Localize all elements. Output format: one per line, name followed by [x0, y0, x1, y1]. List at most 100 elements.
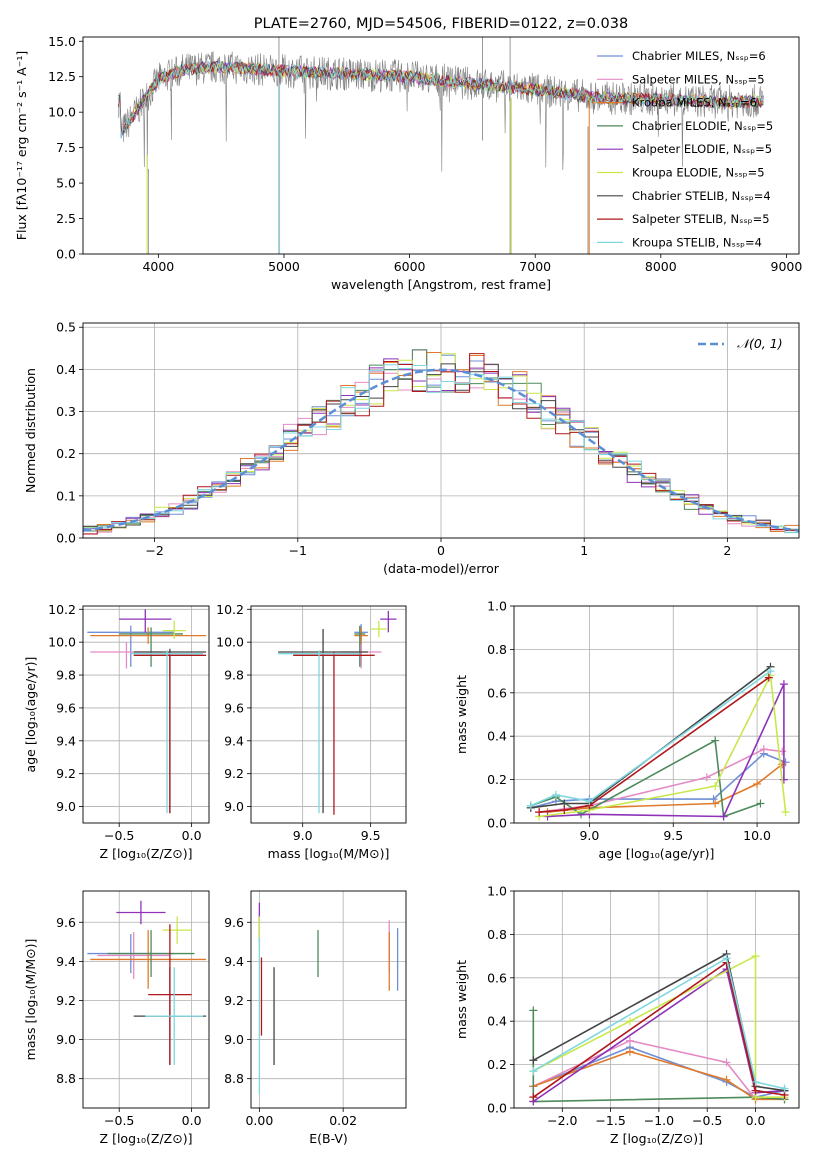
panel-7: −2.0 −1.5 −1.0 −0.5 0.0 0.0 0.2 0.4 0.6 0.8 1.0 Z [… — [454, 884, 800, 1146]
y-tick-label: 9.2 — [56, 766, 76, 781]
weight-series-8 — [530, 670, 771, 807]
y-tick-label: 9.6 — [224, 915, 244, 930]
y-tick-label: 0.4 — [487, 729, 507, 744]
x-tick-label: 10.0 — [743, 828, 771, 843]
axes-frame — [513, 605, 800, 824]
y-tick-label: 9.6 — [56, 915, 76, 930]
legend-label-gaussian: 𝒩(0, 1) — [737, 336, 783, 351]
weight-marker — [535, 808, 544, 817]
weight-marker — [529, 1067, 538, 1076]
y-tick-label: 2.5 — [56, 211, 76, 226]
y-tick-label: 8.8 — [224, 1071, 244, 1086]
weight-marker — [781, 808, 790, 817]
y-tick-label: 5.0 — [56, 176, 76, 191]
legend-label-6: Chabrier STELIB, Nₛₛₚ=4 — [632, 189, 771, 203]
x-tick-label: 7000 — [519, 259, 551, 274]
weight-marker — [526, 801, 535, 810]
y-tick-label: 9.2 — [224, 766, 244, 781]
weight-marker — [751, 1077, 760, 1086]
y-tick-label: 15.0 — [48, 34, 76, 49]
y-tick-label: 1.0 — [487, 884, 507, 899]
y-tick-label: 9.2 — [224, 993, 244, 1008]
x-tick-label: 0.02 — [329, 1113, 357, 1128]
histogram-series-8 — [83, 364, 799, 534]
weight-marker — [625, 1036, 634, 1045]
weight-series-8 — [532, 957, 785, 1090]
x-tick-label: −2 — [145, 543, 163, 558]
y-tick-label: 0.6 — [487, 685, 507, 700]
y-tick-label: 0.4 — [487, 1014, 507, 1029]
x-tick-label: 8000 — [645, 259, 677, 274]
model-line-5 — [117, 61, 764, 132]
weight-marker — [722, 954, 731, 963]
panel-2: −0.5 0.0 9.0 9.2 9.4 9.6 9.8 10.0 10.2 Z [log₁₀(Z… — [23, 602, 210, 861]
y-tick-label: 9.2 — [56, 993, 76, 1008]
x-tick-label: 9.5 — [361, 828, 381, 843]
weight-marker — [759, 745, 768, 754]
x-axis-label: mass [log₁₀(M/M⊙)] — [268, 846, 390, 861]
y-tick-label: 9.0 — [224, 1032, 244, 1047]
y-tick-label: 0.3 — [56, 404, 76, 419]
weight-marker — [711, 782, 720, 791]
legend-label-0: Chabrier MILES, Nₛₛₚ=6 — [632, 49, 766, 63]
weight-marker — [711, 799, 720, 808]
y-tick-label: 0.0 — [487, 816, 507, 831]
weight-marker — [560, 805, 569, 814]
y-tick-label: 0.0 — [56, 247, 76, 262]
legend-label-1: Salpeter MILES, Nₛₛₚ=5 — [632, 72, 765, 86]
axes-frame — [82, 36, 800, 255]
weight-series-0 — [530, 752, 786, 809]
weight-marker — [551, 790, 560, 799]
x-tick-label: −1.5 — [595, 1113, 625, 1128]
y-tick-label: 9.4 — [224, 954, 244, 969]
x-tick-label: 9.0 — [579, 828, 599, 843]
y-tick-label: 9.6 — [56, 700, 76, 715]
weight-marker — [764, 673, 773, 682]
y-tick-label: 10.0 — [216, 635, 244, 650]
y-tick-label: 0.6 — [487, 970, 507, 985]
y-tick-label: 0.1 — [56, 488, 76, 503]
y-axis-label: mass weight — [454, 960, 469, 1039]
y-tick-label: 10.2 — [216, 602, 244, 617]
panel-3: 9.0 9.5 9.0 9.2 9.4 9.6 9.8 10.0 10.2 mass [log₁₀… — [216, 602, 407, 861]
axes-frame — [250, 890, 407, 1109]
y-tick-label: 9.4 — [56, 954, 76, 969]
y-axis-label: mass [log₁₀(M/M⊙)] — [23, 939, 38, 1061]
weight-series-3 — [530, 739, 761, 818]
x-axis-label: E(B-V) — [309, 1131, 348, 1146]
x-tick-label: 9.5 — [663, 828, 683, 843]
y-axis-label: age [log₁₀(age/yr)] — [23, 657, 38, 773]
y-tick-label: 1.0 — [487, 599, 507, 614]
weight-marker — [711, 736, 720, 745]
weight-marker — [585, 797, 594, 806]
y-tick-label: 0.2 — [56, 446, 76, 461]
y-tick-label: 0.0 — [487, 1101, 507, 1116]
weight-marker — [751, 1086, 760, 1095]
y-axis-label: Normed distribution — [23, 368, 38, 493]
axes-frame — [82, 322, 800, 539]
y-tick-label: 7.5 — [56, 140, 76, 155]
x-axis-label: age [log₁₀(age/yr)] — [599, 846, 715, 861]
y-tick-label: 10.0 — [48, 105, 76, 120]
legend-label-2: Kroupa MILES, Nₛₛₚ=6 — [632, 96, 757, 110]
x-tick-label: 0.0 — [746, 1113, 766, 1128]
y-tick-label: 0.4 — [56, 362, 76, 377]
x-tick-label: −0.5 — [104, 1113, 134, 1128]
x-axis-label: Z [log₁₀(Z/Z⊙)] — [100, 846, 193, 861]
x-axis-label: (data-model)/error — [383, 561, 500, 576]
axes-frame — [82, 890, 210, 1109]
y-tick-label: 0.2 — [487, 1057, 507, 1072]
x-tick-label: 0.00 — [245, 1113, 273, 1128]
weight-series-7 — [532, 961, 785, 1098]
x-tick-label: 0 — [437, 543, 445, 558]
x-tick-label: 2 — [723, 543, 731, 558]
x-tick-label: −0.5 — [104, 828, 134, 843]
weight-marker — [529, 1056, 538, 1065]
weight-marker — [529, 1006, 538, 1015]
histogram-series-7 — [83, 353, 799, 535]
y-tick-label: 9.8 — [224, 668, 244, 683]
y-tick-label: 8.8 — [56, 1071, 76, 1086]
weight-marker — [756, 799, 765, 808]
x-tick-label: −2.0 — [547, 1113, 577, 1128]
